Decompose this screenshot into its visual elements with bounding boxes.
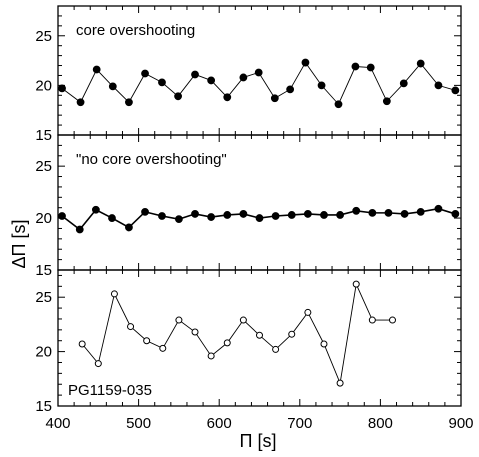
panel-annotation: "no core overshooting": [76, 151, 227, 168]
panels-group: 15 20 25 core overshooting 15 20 25 "no core ov…: [35, 5, 462, 415]
panel-3: 15 20 25 PG1159-035: [35, 269, 462, 415]
x-axis-title: Π [s]: [239, 431, 276, 451]
y-tick-label: 20: [35, 77, 52, 94]
x-tick-label: 400: [45, 415, 70, 432]
data-point: [143, 337, 151, 345]
data-point: [320, 340, 328, 348]
data-point: [108, 214, 116, 222]
y-axis-title: ΔΠ [s]: [9, 219, 29, 268]
data-point: [368, 208, 377, 217]
data-point: [174, 92, 182, 101]
data-point: [352, 280, 360, 288]
data-point: [288, 330, 296, 338]
y-tick-label: 20: [35, 344, 52, 361]
panel-frame: [57, 269, 462, 407]
data-point: [271, 212, 280, 220]
data-point: [239, 210, 248, 218]
x-tick-labels: 400 500 600 700 800 900: [45, 415, 473, 432]
data-point: [207, 352, 215, 360]
data-point: [141, 69, 149, 78]
data-point: [191, 210, 199, 218]
data-point: [125, 223, 133, 232]
data-point: [191, 328, 199, 336]
data-point: [320, 211, 328, 219]
data-point: [287, 211, 296, 219]
x-tick-label: 800: [368, 415, 393, 432]
data-point: [303, 210, 312, 218]
data-point: [388, 316, 396, 324]
y-tick-label: 15: [35, 127, 52, 144]
data-point: [239, 316, 247, 324]
data-point: [451, 86, 460, 95]
data-point: [92, 65, 101, 74]
data-point: [207, 76, 216, 85]
data-point: [108, 82, 117, 91]
data-point: [254, 68, 263, 77]
y-tick-label: 15: [35, 262, 52, 279]
data-point: [207, 213, 216, 221]
data-point: [384, 208, 393, 217]
data-point: [110, 290, 118, 298]
data-point: [76, 98, 85, 107]
data-point: [223, 93, 232, 102]
data-point: [58, 212, 66, 220]
data-point: [239, 73, 248, 82]
data-point: [175, 215, 183, 224]
panel-1: 15 20 25 core overshooting: [35, 5, 462, 144]
data-point: [58, 84, 66, 93]
data-point: [127, 323, 135, 331]
data-point: [272, 345, 280, 353]
data-point: [351, 62, 360, 71]
data-point: [366, 63, 375, 72]
data-point: [75, 225, 84, 234]
data-point: [317, 81, 326, 90]
data-point: [270, 94, 279, 103]
data-point: [94, 360, 102, 368]
x-tick-label: 900: [448, 415, 473, 432]
data-point: [223, 211, 232, 219]
data-point: [334, 100, 343, 109]
panel-annotation: PG1159-035: [68, 382, 152, 399]
data-point: [382, 97, 391, 106]
data-point: [286, 85, 295, 94]
x-tick-label: 500: [126, 415, 151, 432]
x-tick-label: 700: [287, 415, 312, 432]
data-point: [352, 206, 361, 215]
y-tick-label: 15: [35, 398, 52, 415]
data-point: [434, 81, 443, 90]
data-point: [434, 204, 443, 213]
data-point: [399, 79, 408, 88]
y-tick-label: 25: [35, 28, 52, 45]
data-point: [304, 308, 312, 316]
data-point: [451, 210, 460, 218]
data-point: [336, 211, 345, 219]
data-point: [158, 78, 166, 87]
panel-annotation: core overshooting: [76, 22, 195, 39]
x-tick-label: 600: [207, 415, 232, 432]
panel-2: 15 20 25 "no core overshooting": [35, 134, 462, 279]
data-point: [191, 70, 199, 79]
data-point: [78, 340, 86, 348]
data-point: [416, 207, 425, 216]
y-tick-label: 25: [35, 289, 52, 306]
data-point: [158, 212, 166, 220]
series-line: [81, 282, 393, 385]
data-point: [400, 210, 409, 218]
data-point: [368, 316, 376, 324]
data-point: [91, 205, 100, 214]
data-point: [159, 344, 167, 352]
data-point: [175, 316, 183, 324]
y-tick-label: 25: [35, 158, 52, 175]
data-point: [223, 339, 231, 347]
data-point: [336, 379, 344, 387]
y-tick-label: 20: [35, 210, 52, 227]
data-point: [141, 207, 149, 216]
data-point: [256, 331, 263, 339]
data-point: [416, 59, 425, 68]
data-point: [301, 58, 310, 67]
data-point: [125, 98, 133, 107]
data-point: [255, 214, 264, 222]
